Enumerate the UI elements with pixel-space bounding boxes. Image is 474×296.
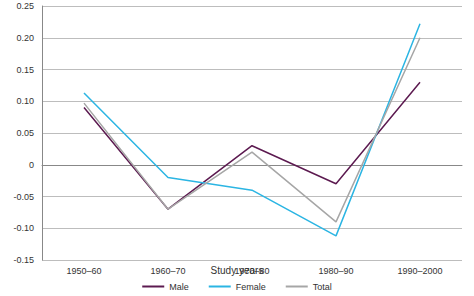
svg-text:Female: Female [236,282,266,292]
svg-text:1990–2000: 1990–2000 [397,266,442,276]
svg-text:0.25: 0.25 [16,1,34,11]
svg-text:-0.15: -0.15 [13,255,34,265]
svg-text:Total: Total [313,282,332,292]
svg-text:1950–60: 1950–60 [66,266,101,276]
svg-text:-0.10: -0.10 [13,223,34,233]
svg-text:Male: Male [169,282,189,292]
svg-text:1980–90: 1980–90 [318,266,353,276]
svg-text:0.10: 0.10 [16,96,34,106]
svg-text:0: 0 [29,160,34,170]
svg-text:1960–70: 1960–70 [150,266,185,276]
svg-text:0.20: 0.20 [16,33,34,43]
svg-text:Study years: Study years [211,265,264,276]
svg-text:0.15: 0.15 [16,65,34,75]
svg-text:-0.05: -0.05 [13,192,34,202]
svg-text:0.05: 0.05 [16,128,34,138]
